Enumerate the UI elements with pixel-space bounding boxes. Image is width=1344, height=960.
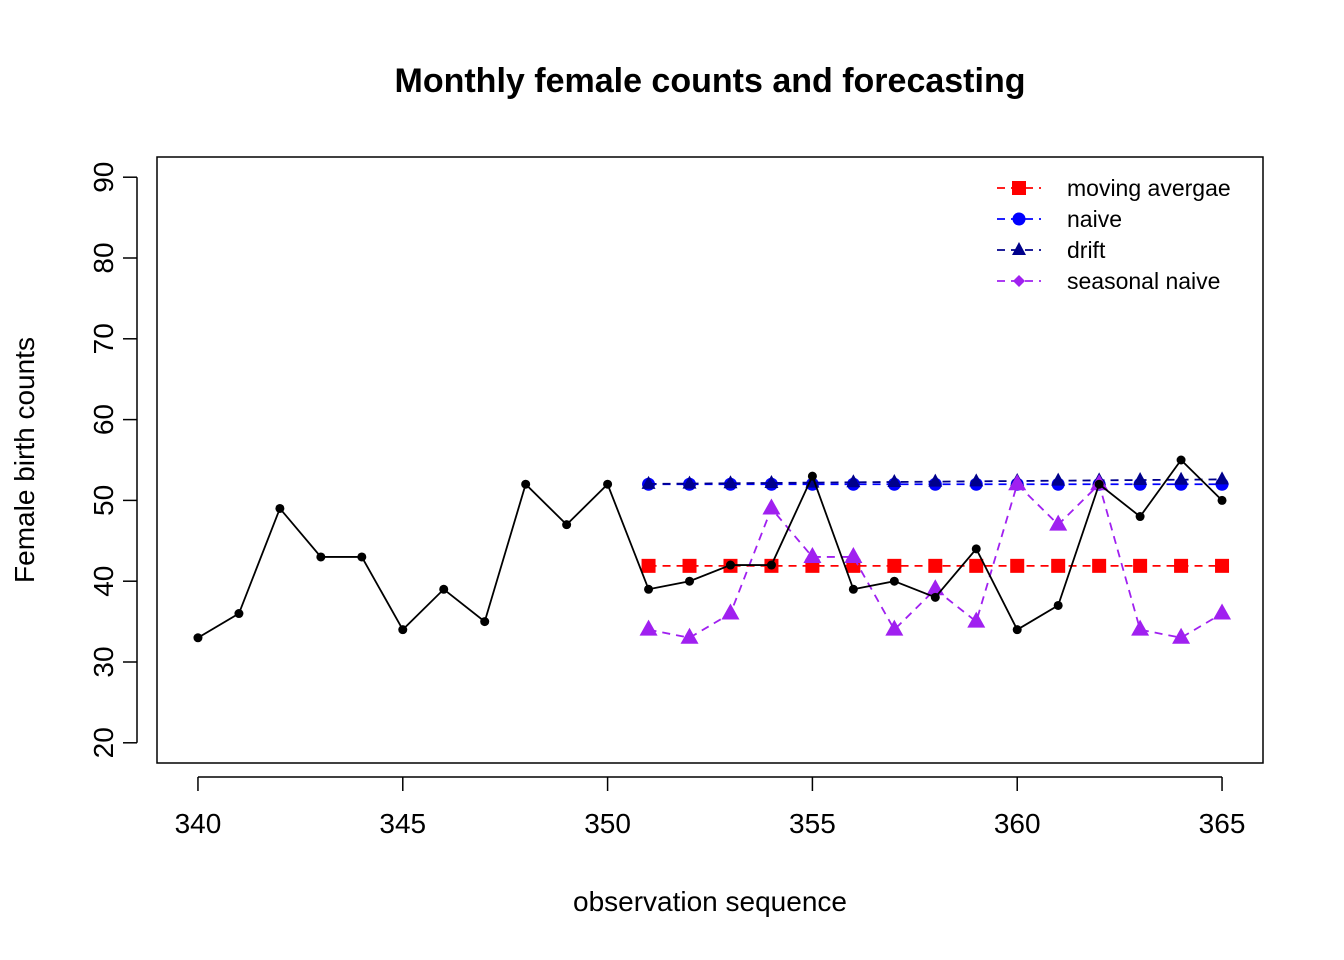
data-point — [1131, 619, 1150, 636]
data-point — [644, 584, 654, 594]
data-point — [848, 584, 858, 594]
legend: moving avergae naive drift seasonal naive — [997, 175, 1231, 294]
data-point — [521, 479, 531, 489]
data-point — [1053, 600, 1063, 610]
x-axis-label: observation sequence — [573, 886, 847, 917]
data-point — [889, 576, 899, 586]
data-point — [1133, 472, 1148, 486]
data-point — [1172, 627, 1191, 644]
y-tick-label: 30 — [88, 646, 119, 677]
data-point — [316, 552, 326, 562]
data-point — [682, 558, 697, 573]
data-point — [1010, 558, 1025, 573]
series-observed — [193, 455, 1227, 643]
data-point — [1215, 558, 1230, 573]
x-axis: 340 345 350 355 360 365 — [175, 776, 1246, 839]
data-point — [885, 619, 904, 636]
data-point — [803, 546, 822, 563]
data-point — [764, 474, 779, 488]
x-tick-label: 350 — [584, 808, 631, 839]
y-tick-label: 90 — [88, 162, 119, 193]
data-point — [969, 558, 984, 573]
data-point — [275, 503, 285, 513]
data-point — [641, 475, 656, 489]
legend-marker — [1012, 181, 1026, 195]
data-point — [766, 560, 776, 570]
data-point — [439, 584, 449, 594]
data-point — [807, 471, 817, 481]
y-tick-label: 50 — [88, 485, 119, 516]
data-point — [1051, 472, 1066, 486]
y-tick-label: 70 — [88, 323, 119, 354]
data-point — [971, 544, 981, 554]
data-point — [967, 611, 986, 628]
legend-label: moving avergae — [1067, 175, 1231, 201]
data-point — [641, 558, 656, 573]
data-point — [969, 473, 984, 487]
series-seasonal-naive — [639, 474, 1232, 644]
data-point — [887, 473, 902, 487]
x-tick-label: 340 — [175, 808, 222, 839]
data-point — [1174, 471, 1189, 485]
data-point — [1008, 474, 1027, 491]
data-point — [639, 619, 658, 636]
data-point — [846, 474, 861, 488]
legend-marker — [1012, 242, 1026, 255]
data-point — [1049, 514, 1068, 531]
data-point — [357, 552, 367, 562]
data-point — [1215, 471, 1230, 485]
data-point — [680, 627, 699, 644]
data-point — [603, 479, 613, 489]
data-point — [844, 546, 863, 563]
data-point — [928, 473, 943, 487]
data-point — [1133, 558, 1148, 573]
chart-title: Monthly female counts and forecasting — [395, 62, 1026, 100]
data-point — [725, 560, 735, 570]
data-point — [721, 603, 740, 620]
data-point — [930, 592, 940, 602]
data-point — [1094, 479, 1104, 489]
data-point — [398, 625, 408, 635]
data-point — [1135, 512, 1145, 522]
y-tick-label: 40 — [88, 566, 119, 597]
data-point — [1051, 558, 1066, 573]
x-tick-label: 355 — [789, 808, 836, 839]
y-tick-label: 80 — [88, 242, 119, 273]
series-drift — [641, 471, 1230, 489]
y-axis-label: Female birth counts — [9, 337, 40, 583]
legend-label: naive — [1067, 206, 1122, 232]
data-point — [234, 609, 244, 619]
series-line — [648, 482, 1223, 639]
series-line — [197, 458, 1223, 639]
legend-label: seasonal naive — [1067, 268, 1220, 294]
y-tick-label: 60 — [88, 404, 119, 435]
x-tick-label: 365 — [1199, 808, 1246, 839]
x-tick-label: 360 — [994, 808, 1041, 839]
legend-marker — [1012, 212, 1026, 226]
data-point — [928, 558, 943, 573]
data-point — [480, 617, 490, 627]
y-tick-label: 20 — [88, 727, 119, 758]
series-layer — [193, 455, 1232, 644]
data-point — [1174, 558, 1189, 573]
legend-marker — [1013, 275, 1025, 287]
data-point — [762, 498, 781, 515]
x-tick-label: 345 — [379, 808, 426, 839]
data-point — [887, 558, 902, 573]
data-point — [685, 576, 695, 586]
data-point — [562, 520, 572, 530]
data-point — [723, 475, 738, 489]
legend-label: drift — [1067, 237, 1106, 263]
data-point — [193, 633, 203, 643]
data-point — [1217, 495, 1227, 505]
data-point — [1012, 625, 1022, 635]
data-point — [682, 475, 697, 489]
y-axis: 20 30 40 50 60 70 80 90 — [88, 162, 138, 758]
data-point — [1092, 558, 1107, 573]
data-point — [1213, 603, 1232, 620]
plot-frame — [156, 156, 1264, 764]
data-point — [1176, 455, 1186, 465]
